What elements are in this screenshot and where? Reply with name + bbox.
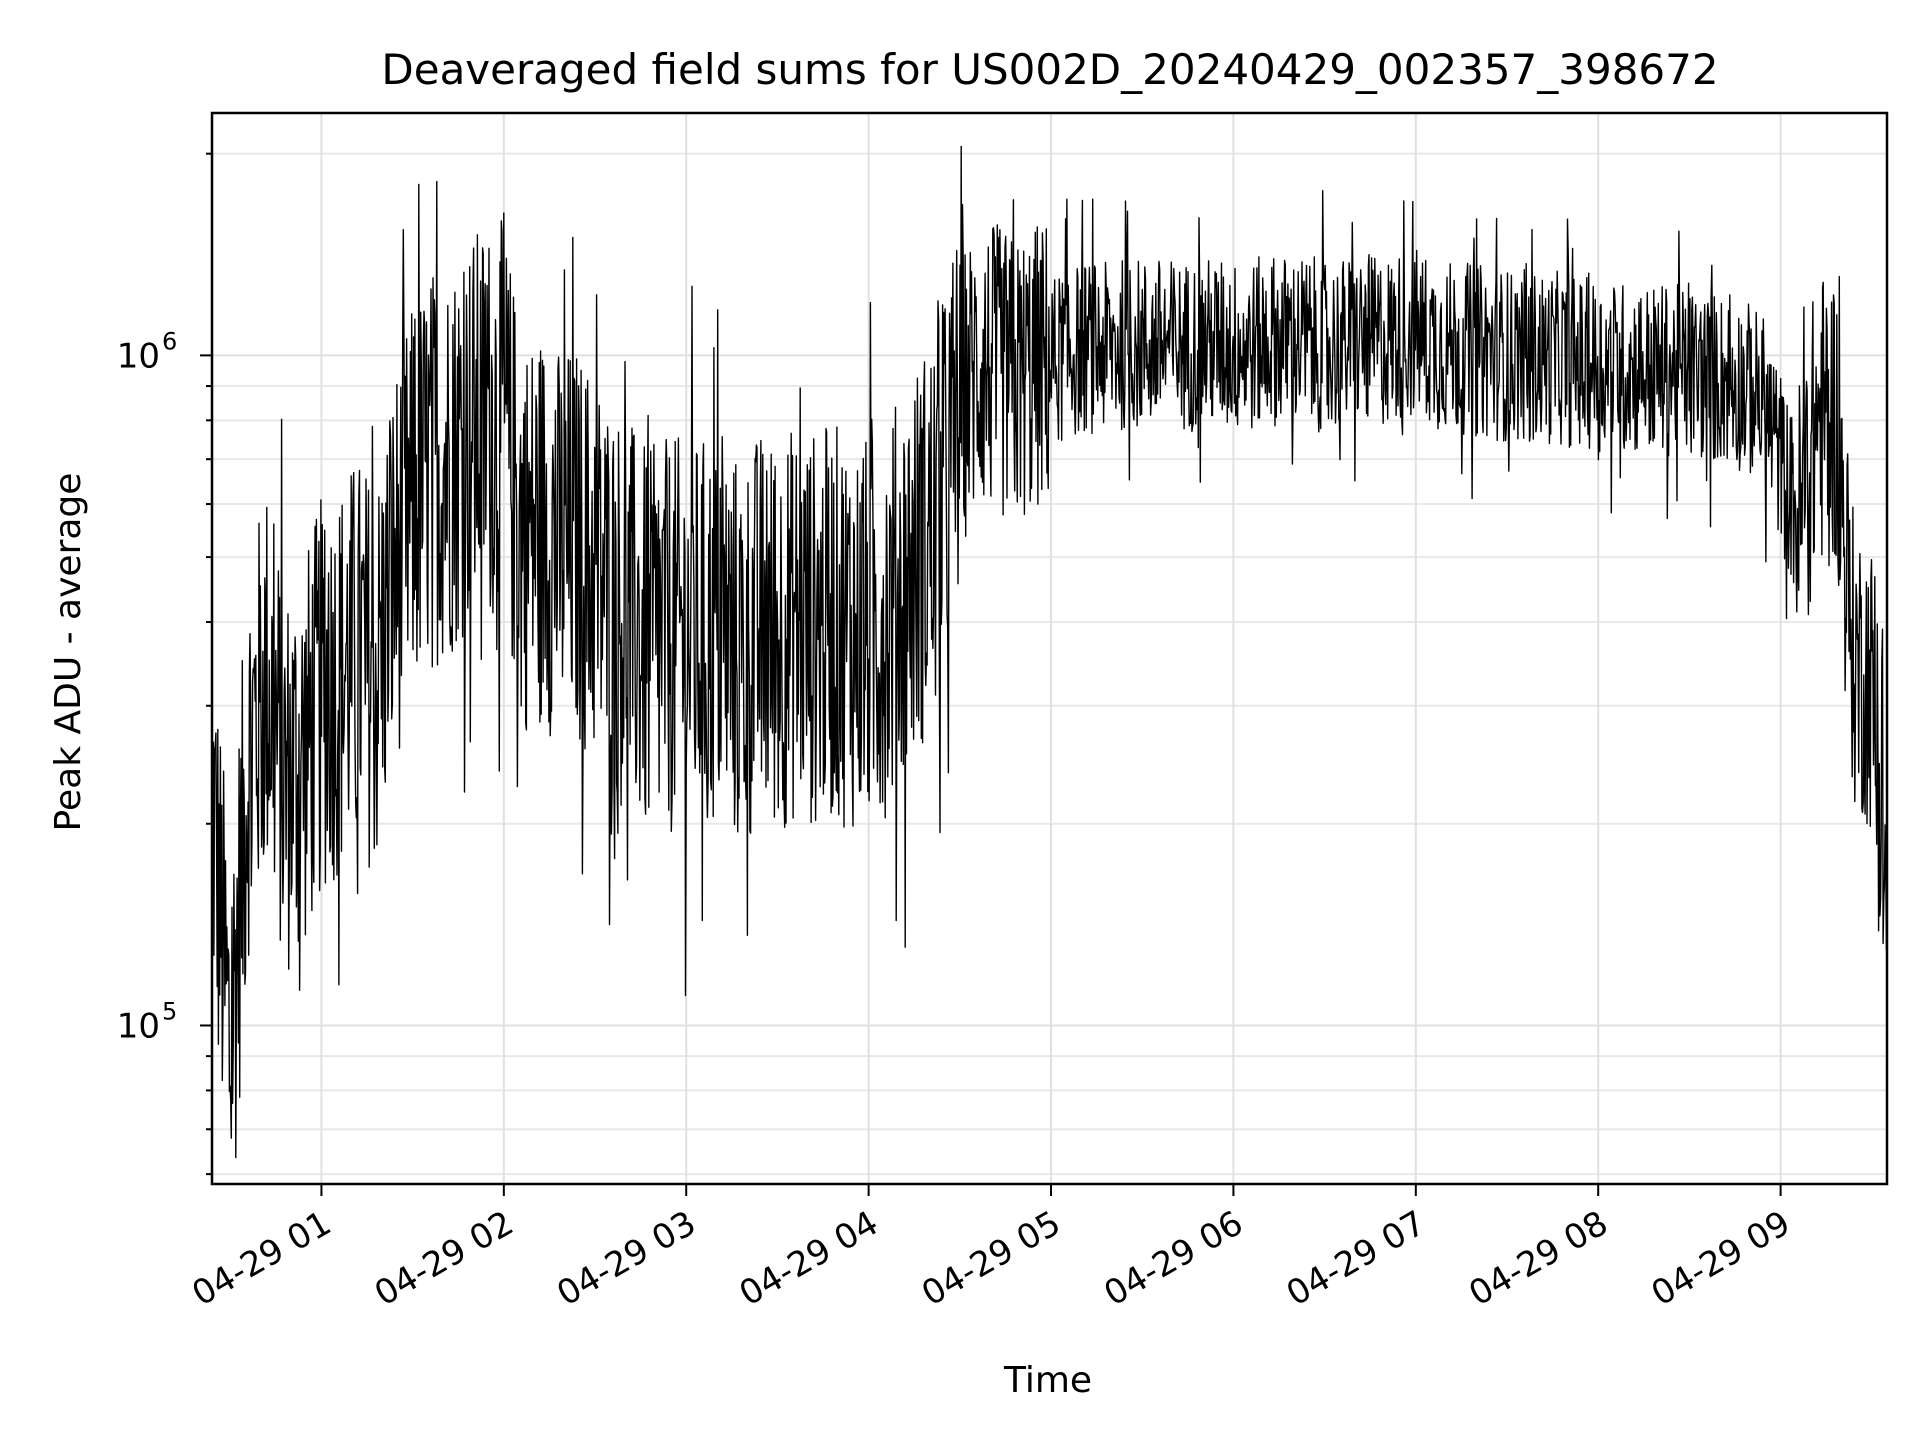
x-tick-label: 04-29 05 (915, 1203, 1067, 1314)
x-axis: 04-29 01 04-29 02 04-29 03 04-29 04 04-29 05… (186, 1184, 1797, 1314)
series-line (211, 145, 1888, 1159)
x-tick-label: 04-29 03 (550, 1203, 702, 1314)
y-axis-label: Peak ADU - average (48, 473, 89, 832)
y-tick-label-exponent: 5 (162, 997, 177, 1025)
x-tick-label: 04-29 02 (368, 1203, 520, 1314)
x-axis-label: Time (1003, 1360, 1092, 1401)
x-tick-label: 04-29 07 (1280, 1203, 1432, 1314)
x-tick-label: 04-29 06 (1098, 1203, 1250, 1314)
chart-title: Deaveraged field sums for US002D_2024042… (381, 45, 1718, 94)
x-tick-label: 04-29 01 (186, 1203, 338, 1314)
plot-frame (210, 111, 1889, 1186)
x-tick-label: 04-29 09 (1645, 1203, 1797, 1314)
x-tick-label: 04-29 08 (1462, 1203, 1614, 1314)
y-tick-label-exponent: 6 (162, 327, 177, 355)
y-tick-label: 10 (117, 1006, 160, 1046)
x-tick-label: 04-29 04 (733, 1203, 885, 1314)
y-tick-label: 10 (117, 336, 160, 376)
